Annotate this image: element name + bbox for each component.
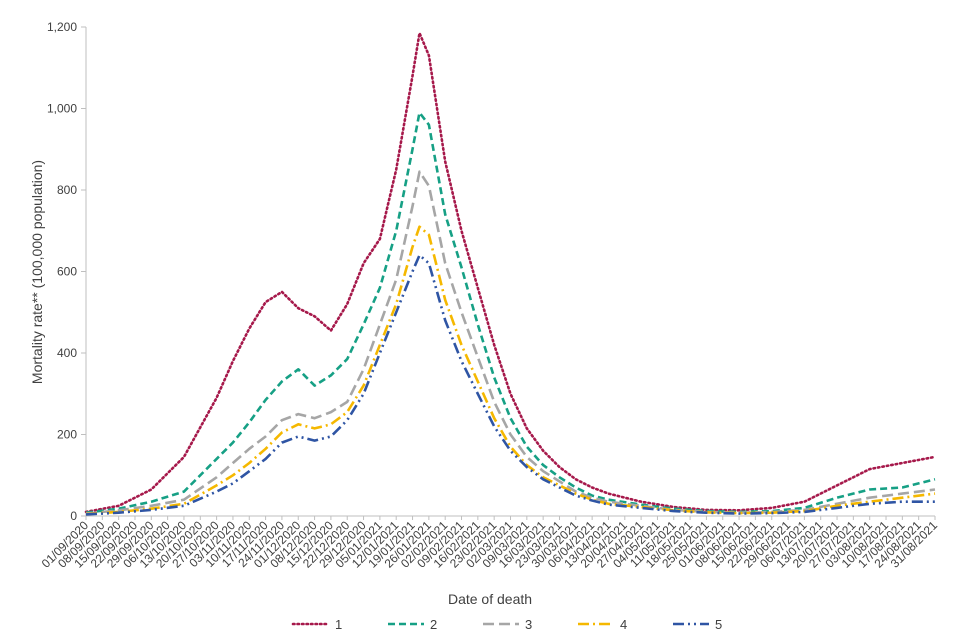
legend-label-1: 1 xyxy=(335,617,342,632)
legend-label-3: 3 xyxy=(525,617,532,632)
y-tick-label: 1,000 xyxy=(47,102,77,116)
legend-label-2: 2 xyxy=(430,617,437,632)
series-line-4 xyxy=(85,225,936,516)
series-line-3 xyxy=(85,170,936,515)
legend: 1 2 3 4 5 xyxy=(291,617,722,632)
series-line-2 xyxy=(85,111,936,514)
y-tick-label: 0 xyxy=(70,509,77,523)
y-axis: 0 200 400 600 800 1,000 1,200 xyxy=(47,20,87,523)
y-tick-label: 200 xyxy=(57,428,77,442)
x-axis: 01/09/202008/09/202015/09/202022/09/2020… xyxy=(39,515,940,571)
legend-label-4: 4 xyxy=(620,617,627,632)
series-layer xyxy=(84,31,937,516)
y-tick-label: 1,200 xyxy=(47,20,77,34)
y-tick-label: 400 xyxy=(57,346,77,360)
y-tick-label: 800 xyxy=(57,183,77,197)
legend-label-5: 5 xyxy=(715,617,722,632)
series-line-5 xyxy=(85,253,935,516)
y-axis-title: Mortality rate** (100,000 population) xyxy=(29,160,45,384)
x-axis-title: Date of death xyxy=(448,591,532,607)
series-line-1 xyxy=(84,31,937,514)
y-tick-label: 600 xyxy=(57,265,77,279)
